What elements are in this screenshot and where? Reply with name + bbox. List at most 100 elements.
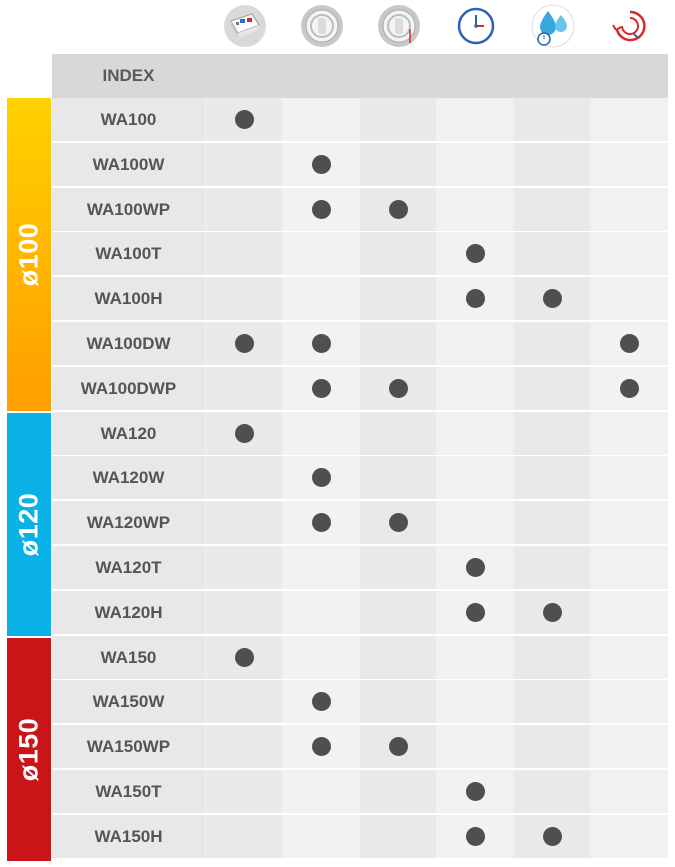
model-name: WA100DW (52, 321, 205, 365)
feature-cell (206, 321, 282, 365)
table-row: WA150W (52, 680, 668, 724)
feature-cell (206, 725, 282, 769)
feature-cell (206, 98, 282, 141)
feature-cell (360, 545, 436, 589)
feature-icon-row (206, 0, 668, 52)
fan-pullcord-icon (360, 0, 437, 52)
feature-cell (206, 277, 282, 321)
feature-cell (437, 501, 513, 545)
model-name: WA150H (52, 814, 205, 858)
feature-cell (514, 142, 590, 186)
feature-cell (591, 545, 667, 589)
feature-cell (360, 769, 436, 813)
feature-dot (388, 513, 408, 533)
table-row: WA100DW (52, 321, 668, 365)
group-bar-100: ø100 (7, 98, 51, 411)
feature-dot (234, 647, 254, 667)
model-name: WA120 (52, 411, 205, 455)
feature-cell (360, 321, 436, 365)
feature-cell (360, 187, 436, 231)
table-row: WA150H (52, 814, 668, 858)
table-row: WA100T (52, 232, 668, 276)
feature-cell (514, 456, 590, 500)
feature-cell (514, 814, 590, 858)
feature-cell (360, 232, 436, 276)
group-bar-120: ø120 (7, 413, 51, 636)
feature-dot (388, 737, 408, 757)
feature-cell (437, 545, 513, 589)
feature-cell (283, 277, 359, 321)
feature-cell (591, 501, 667, 545)
feature-cell (283, 769, 359, 813)
model-name: WA100WP (52, 187, 205, 231)
feature-cell (514, 725, 590, 769)
feature-cell (591, 98, 667, 141)
feature-cell (514, 411, 590, 455)
model-name: WA120T (52, 545, 205, 589)
feature-cell (206, 680, 282, 724)
feature-dot (311, 378, 331, 398)
feature-cell (283, 814, 359, 858)
feature-dot (311, 333, 331, 353)
model-name: WA100H (52, 277, 205, 321)
feature-cell (514, 680, 590, 724)
feature-dot (234, 110, 254, 129)
feature-dot (465, 557, 485, 577)
feature-dot (311, 468, 331, 488)
feature-cell (437, 725, 513, 769)
feature-cell (360, 411, 436, 455)
feature-cell (360, 277, 436, 321)
feature-cell (360, 590, 436, 634)
feature-cell (360, 680, 436, 724)
feature-cell (591, 769, 667, 813)
feature-cell (283, 142, 359, 186)
feature-cell (437, 814, 513, 858)
feature-cell (360, 635, 436, 679)
feature-cell (591, 635, 667, 679)
feature-cell (514, 98, 590, 141)
feature-cell (437, 187, 513, 231)
feature-dot (311, 154, 331, 174)
feature-dot (542, 602, 562, 622)
feature-dot (234, 423, 254, 443)
feature-cell (437, 98, 513, 141)
feature-cell (206, 635, 282, 679)
feature-cell (437, 411, 513, 455)
feature-cell (283, 545, 359, 589)
feature-cell (591, 725, 667, 769)
feature-cell (437, 456, 513, 500)
feature-cell (591, 142, 667, 186)
feature-cell (591, 814, 667, 858)
feature-cell (360, 814, 436, 858)
table-row: WA150T (52, 769, 668, 813)
feature-cell (206, 814, 282, 858)
feature-cell (283, 366, 359, 410)
feature-cell (206, 590, 282, 634)
feature-cell (206, 769, 282, 813)
feature-cell (437, 769, 513, 813)
group-label-100: ø100 (13, 222, 44, 287)
table-row: WA100W (52, 142, 668, 186)
feature-cell (283, 680, 359, 724)
feature-cell (283, 187, 359, 231)
timer-clock-icon (437, 0, 514, 52)
feature-cell (514, 366, 590, 410)
feature-dot (465, 289, 485, 309)
feature-cell (514, 321, 590, 365)
feature-cell (283, 456, 359, 500)
model-name: WA150WP (52, 725, 205, 769)
model-name: WA120WP (52, 501, 205, 545)
feature-cell (360, 142, 436, 186)
model-name: WA150 (52, 635, 205, 679)
feature-cell (591, 680, 667, 724)
feature-cell (591, 411, 667, 455)
table-row: WA100WP (52, 187, 668, 231)
feature-dot (465, 602, 485, 622)
feature-cell (591, 590, 667, 634)
feature-cell (360, 98, 436, 141)
feature-cell (283, 590, 359, 634)
feature-cell (206, 411, 282, 455)
feature-dot (542, 826, 562, 846)
feature-cell (514, 769, 590, 813)
feature-cell (283, 321, 359, 365)
